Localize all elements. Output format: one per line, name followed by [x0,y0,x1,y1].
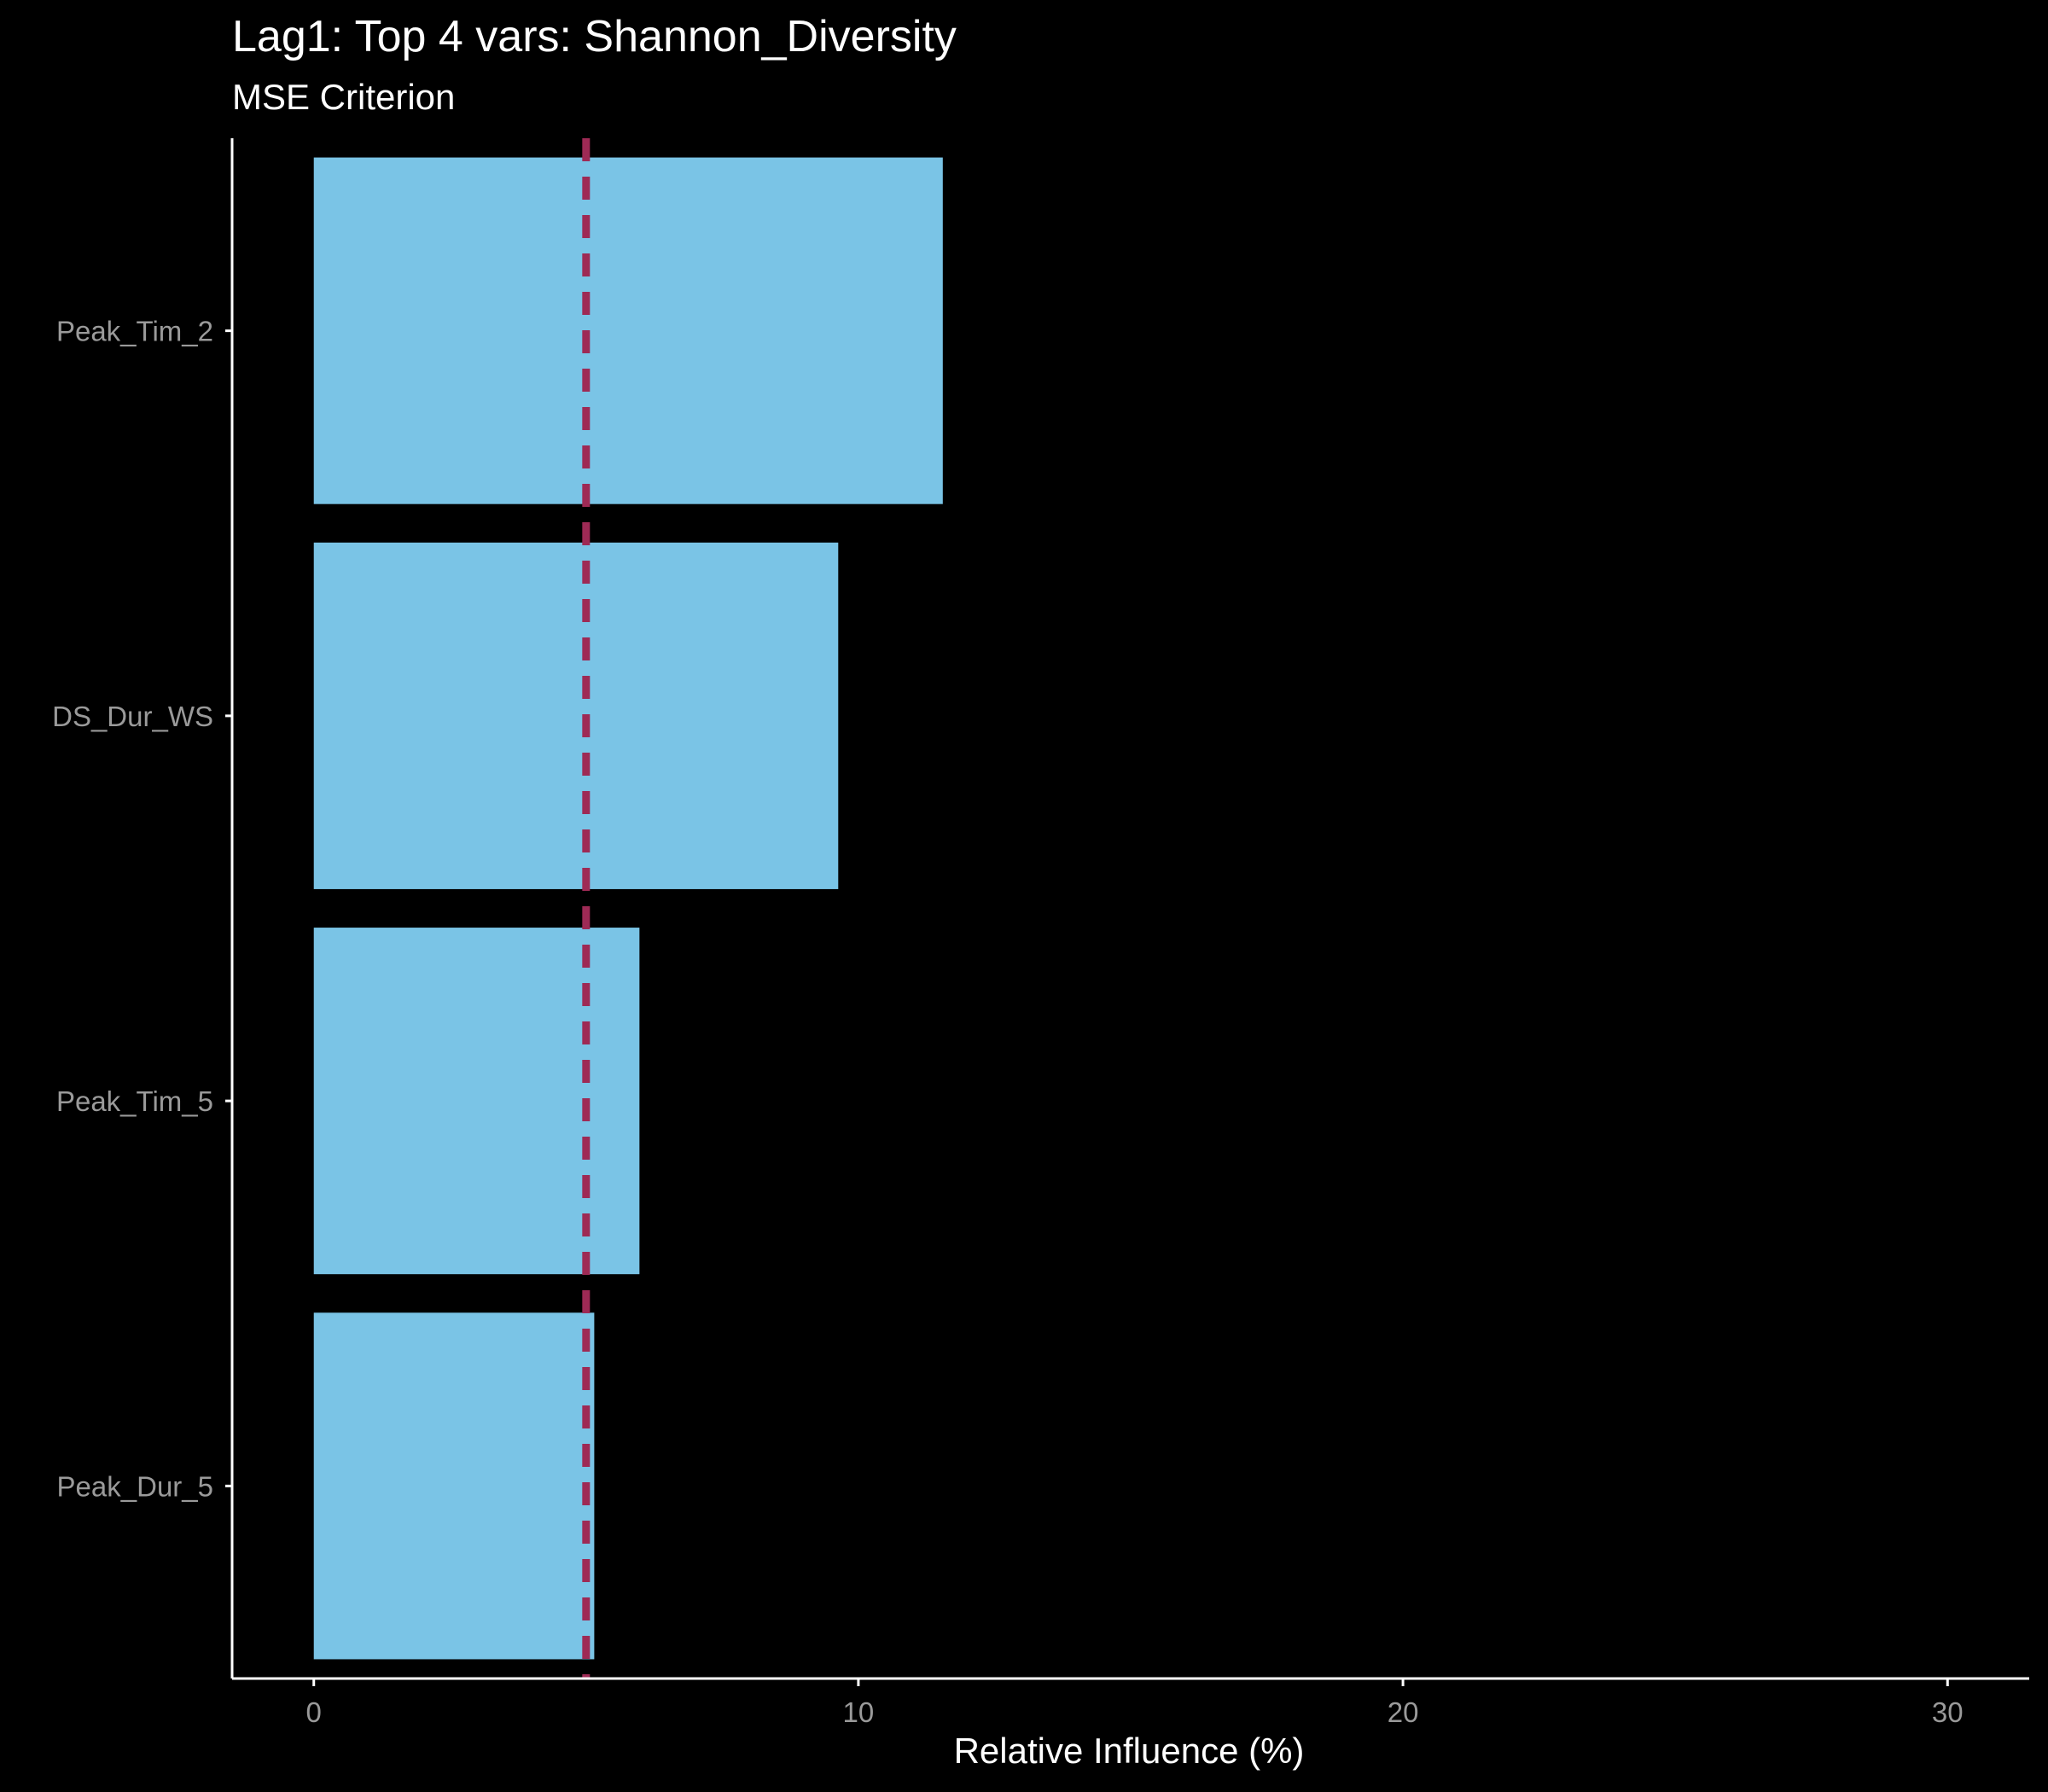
bar-ds-dur-ws [313,542,839,889]
bar-peak-dur-5 [313,1312,595,1660]
x-tick-label: 0 [306,1696,322,1728]
axes-group [230,138,2029,1680]
x-tick-label: 30 [1932,1696,1964,1728]
chart-title: Lag1: Top 4 vars: Shannon_Diversity [232,12,957,61]
y-tick-label: Peak_Tim_5 [56,1085,213,1117]
bar-peak-tim-5 [313,928,640,1275]
x-axis-title: Relative Influence (%) [954,1731,1305,1771]
chart-subtitle: MSE Criterion [232,77,455,117]
x-tick-group: 0 10 20 30 [306,1679,1964,1728]
x-tick-label: 20 [1388,1696,1419,1728]
bar-group [313,157,943,1660]
x-tick-label: 10 [843,1696,875,1728]
y-tick-label: Peak_Dur_5 [57,1470,213,1502]
bar-peak-tim-2 [313,157,943,504]
y-tick-label: Peak_Tim_2 [56,316,213,347]
y-tick-group: Peak_Tim_2 DS_Dur_WS Peak_Tim_5 Peak_Dur_5 [52,316,232,1502]
y-tick-label: DS_Dur_WS [52,701,213,732]
